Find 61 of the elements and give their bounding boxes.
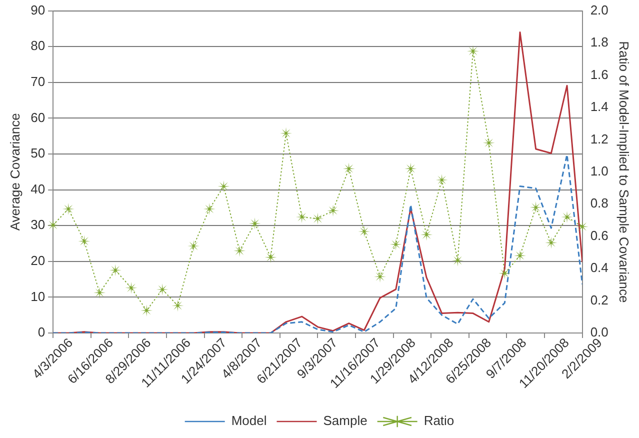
point (327, 204, 340, 217)
y2-tick-label: 1.0 (590, 163, 608, 178)
y-tick-label: 40 (30, 181, 46, 196)
y2-tick-label: 1.4 (590, 99, 608, 114)
point (358, 226, 370, 238)
point (280, 127, 292, 140)
point (78, 235, 90, 248)
y2-tick-label: 0.2 (590, 292, 608, 308)
y2-tick-label: 0.4 (590, 260, 608, 276)
point (545, 236, 558, 249)
y2-tick-label: 2.0 (590, 2, 608, 18)
point (248, 217, 261, 230)
y2-tick-label: 1.6 (590, 66, 608, 82)
legend-label: Ratio (424, 413, 454, 428)
y2-tick-label: 0.8 (590, 196, 608, 211)
point (467, 45, 479, 58)
point (312, 212, 324, 225)
y-tick-label: 0 (38, 324, 46, 340)
y-tick-label: 20 (30, 252, 46, 268)
point (498, 267, 511, 280)
point (156, 284, 168, 296)
point (140, 304, 153, 316)
point (203, 202, 216, 215)
y2-tick-label: 1.8 (590, 34, 608, 50)
point (482, 136, 495, 149)
point (234, 244, 246, 257)
y-tick-label: 10 (30, 288, 46, 304)
point (576, 220, 588, 233)
y-axis-title: Average Covariance (7, 113, 22, 231)
point (188, 240, 200, 252)
point (561, 211, 573, 224)
point (62, 202, 74, 215)
point (420, 228, 433, 241)
y-tick-label: 70 (30, 74, 46, 89)
legend-label: Model (231, 413, 267, 428)
point (264, 251, 277, 264)
point (404, 162, 417, 175)
point (296, 211, 308, 224)
y2-tick-label: 0.6 (590, 228, 608, 243)
point (374, 270, 386, 283)
point (390, 238, 402, 250)
y-tick-label: 80 (30, 38, 46, 54)
y-tick-label: 60 (30, 110, 46, 125)
point (218, 180, 230, 192)
y2-tick-label: 1.2 (590, 131, 608, 146)
point (172, 300, 184, 312)
point (452, 254, 464, 267)
point (94, 286, 106, 299)
y2-axis-title: Ratio of Model-Implied to Sample Covariance (616, 41, 632, 303)
y-tick-label: 30 (30, 217, 46, 232)
point (342, 162, 355, 175)
point (125, 282, 138, 294)
legend-label: Sample (323, 413, 368, 428)
y-tick-label: 90 (30, 2, 46, 18)
point (436, 174, 448, 186)
y2-tick-label: 0.0 (590, 324, 608, 340)
point (530, 201, 542, 214)
point (47, 219, 60, 232)
point (514, 250, 526, 262)
y-tick-label: 50 (30, 146, 46, 161)
point (109, 264, 122, 276)
